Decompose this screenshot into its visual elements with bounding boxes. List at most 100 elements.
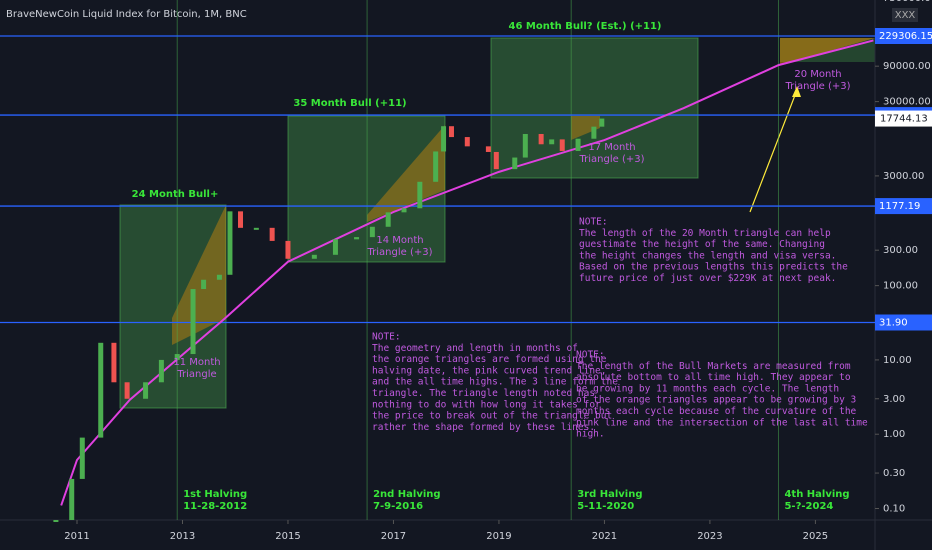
- note-text: pink line and the intersection of the la…: [576, 417, 868, 428]
- price-tag: [875, 110, 932, 127]
- note-text: guestimate the height of the same. Chang…: [579, 239, 825, 250]
- y-tick-label: 10.00: [883, 355, 912, 366]
- note-text: the height changes the length and visa v…: [579, 250, 836, 261]
- price-bar: [332, 239, 338, 255]
- halving-label: 4th Halving: [784, 489, 849, 500]
- price-bar: [512, 157, 518, 170]
- x-tick-label: 2013: [170, 531, 195, 542]
- triangle-label: 17 Month: [588, 142, 635, 153]
- x-tick-label: 2011: [64, 531, 89, 542]
- triangle-label: Triangle (+3): [579, 154, 645, 165]
- price-bar: [124, 382, 130, 399]
- arrow-head: [792, 86, 801, 97]
- note-text: absolute bottom to all time high. They a…: [576, 372, 851, 383]
- price-bar: [417, 181, 423, 209]
- note-text: of the orange triangles appear to be gro…: [576, 395, 856, 406]
- triangle: [367, 125, 445, 222]
- triangle-label: 11 Month: [173, 357, 220, 368]
- note-text: and the all time highs. The 3 line form …: [372, 377, 618, 388]
- note-text: the price to break out of the triangle b…: [372, 411, 612, 422]
- bull-box: [119, 204, 227, 409]
- price-bar: [98, 342, 104, 438]
- price-bar: [53, 520, 59, 522]
- price-bar: [385, 212, 391, 227]
- y-tick-label: 100.00: [883, 281, 918, 292]
- level-tag: [875, 28, 932, 45]
- level-label: 31.90: [879, 317, 908, 328]
- price-bar: [485, 146, 491, 152]
- price-bar: [285, 240, 291, 259]
- price-bar: [401, 208, 407, 213]
- price-bar: [549, 139, 555, 145]
- y-tick-label: 300.00: [883, 245, 918, 256]
- note-text: future price of just over $229K at next …: [579, 273, 836, 284]
- price-bar: [111, 342, 117, 383]
- price-bar: [269, 227, 275, 241]
- y-tick-label: 0.30: [883, 468, 905, 479]
- price-bar: [216, 274, 222, 280]
- halving-label: 11-28-2012: [183, 501, 247, 512]
- x-tick-label: 2021: [592, 531, 617, 542]
- x-tick-label: 2023: [697, 531, 722, 542]
- level-label: 229306.15: [879, 31, 932, 42]
- halving-label: 3rd Halving: [577, 489, 642, 500]
- price-bar: [591, 126, 597, 139]
- y-tick-label: 0.10: [883, 503, 905, 514]
- price-bar: [441, 126, 447, 152]
- price-bar: [433, 151, 439, 182]
- price-bar: [575, 138, 581, 151]
- halving-label: 7-9-2016: [373, 501, 423, 512]
- y-tick-label: 750000.00: [883, 0, 932, 4]
- note-text: months each cycle because of the curvatu…: [576, 406, 857, 417]
- price-bar: [464, 137, 470, 147]
- note-text: Based on the previous lengths this predi…: [579, 262, 848, 273]
- level-tag: [875, 198, 932, 215]
- y-tick-label: 30000.00: [883, 97, 931, 108]
- price-bar: [69, 478, 75, 520]
- price-bar: [538, 133, 544, 145]
- price-bar: [190, 289, 196, 355]
- note-text: nothing to do with how long it takes for: [372, 399, 601, 410]
- level-label: 1177.19: [879, 201, 920, 212]
- price-bar: [238, 211, 244, 228]
- note-text: The length of the Bull Markets are measu…: [576, 361, 851, 372]
- price-bar: [559, 139, 565, 151]
- price-bar: [158, 359, 164, 383]
- y-tick-label: 1.00: [883, 429, 905, 440]
- y-tick-label: 3.00: [883, 394, 905, 405]
- triangle: [571, 116, 600, 140]
- halving-label: 5-?-2024: [784, 501, 833, 512]
- triangle-label: 14 Month: [376, 235, 423, 246]
- note-text: halving date, the pink curved trend line…: [372, 365, 607, 376]
- chart-title: BraveNewCoin Liquid Index for Bitcoin, 1…: [6, 9, 247, 20]
- price-bar: [369, 226, 375, 238]
- x-tick-label: 2019: [486, 531, 511, 542]
- note-text: NOTE:: [372, 332, 401, 343]
- triangle-label: 20 Month: [794, 69, 841, 80]
- x-tick-label: 2025: [803, 531, 828, 542]
- note-text: high.: [576, 429, 605, 440]
- bull-box: [780, 38, 875, 62]
- bull-label: 24 Month Bull+: [132, 189, 219, 200]
- note-text: The length of the 20 Month triangle can …: [579, 228, 831, 239]
- price-label: 17744.13: [880, 114, 928, 125]
- price-bar: [253, 227, 259, 230]
- level-tag: [875, 314, 932, 331]
- triangle-label: Triangle (+3): [367, 247, 433, 258]
- note-text: rather the shape formed by these lines.: [372, 422, 595, 433]
- price-bar: [599, 118, 605, 127]
- price-bar: [79, 437, 85, 479]
- price-bar: [493, 151, 499, 170]
- price-bar: [354, 237, 360, 240]
- price-bar: [227, 211, 233, 275]
- price-bar: [201, 279, 207, 290]
- note-text: NOTE:: [579, 217, 608, 228]
- y-tick-label: 90000.00: [883, 61, 931, 72]
- bull-label: 46 Month Bull? (Est.) (+11): [508, 21, 661, 32]
- triangle-label: Triangle (+3): [785, 81, 851, 92]
- note-text: The geometry and length in months of: [372, 343, 578, 354]
- note-text: be growing by 11 months each cycle. The …: [576, 383, 839, 394]
- y-tick-label: 3000.00: [883, 171, 924, 182]
- x-tick-label: 2015: [275, 531, 300, 542]
